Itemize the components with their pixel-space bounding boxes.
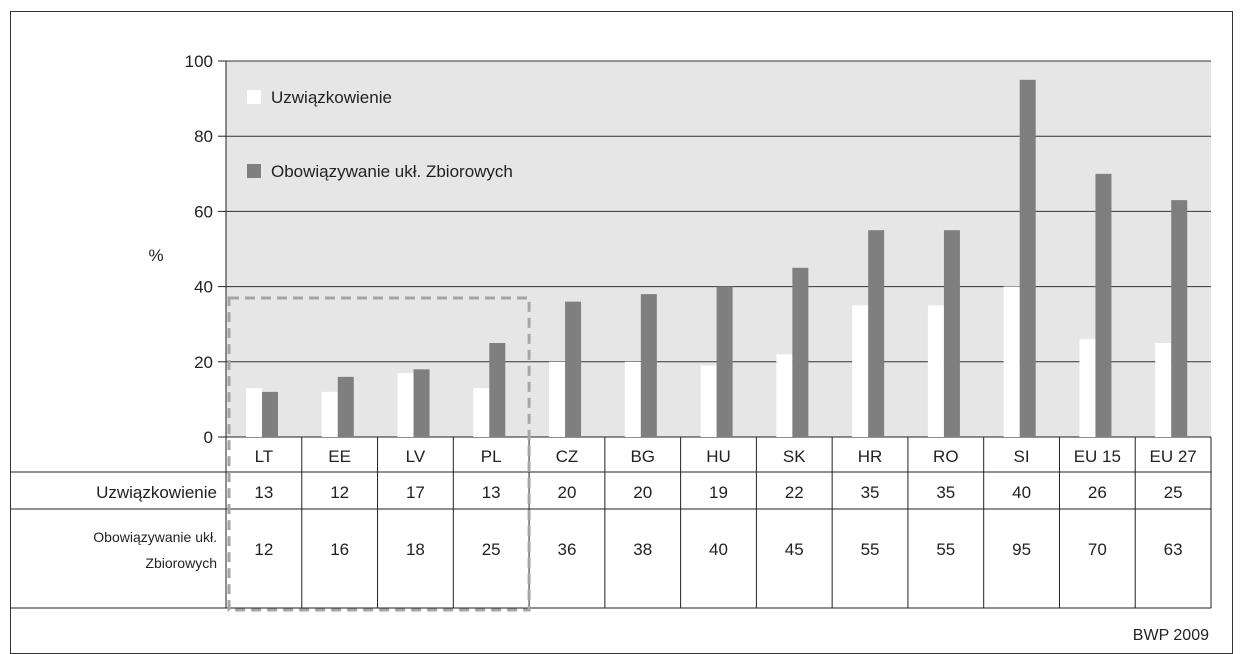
bar-uzwiazkowienie [246, 388, 262, 437]
bar-obowiazywanie [413, 369, 430, 437]
table-cell-uzwiazkowienie: 35 [861, 483, 880, 502]
highlight-box [227, 296, 531, 612]
bar-obowiazywanie [337, 376, 354, 437]
table-cell-uzwiazkowienie: 25 [1164, 483, 1183, 502]
bar-obowiazywanie [565, 301, 582, 437]
table-cell-obowiazywanie: 95 [1012, 540, 1031, 559]
bar-obowiazywanie [1171, 200, 1188, 437]
bar-obowiazywanie [1095, 173, 1112, 438]
bar-obowiazywanie [640, 294, 657, 437]
bar-obowiazywanie [792, 267, 809, 437]
bar-obowiazywanie [262, 391, 278, 437]
table-cell-obowiazywanie: 55 [861, 540, 880, 559]
y-tick-label: 100 [185, 52, 213, 71]
table-cell-obowiazywanie: 45 [785, 540, 804, 559]
bar-uzwiazkowienie [397, 373, 414, 437]
y-tick-label: 40 [194, 278, 213, 297]
row-header-obowiazywanie-line2: Zbiorowych [145, 555, 217, 571]
category-label: EU 15 [1074, 447, 1121, 466]
table-cell-uzwiazkowienie: 40 [1012, 483, 1031, 502]
bar-uzwiazkowienie [549, 361, 566, 437]
bar-uzwiazkowienie [1003, 286, 1020, 437]
category-label: HU [706, 447, 731, 466]
source-label: BWP 2009 [1133, 627, 1209, 644]
row-header-obowiazywanie-line1: Obowiązywanie ukł. [93, 529, 217, 545]
bar-uzwiazkowienie [473, 388, 490, 437]
legend-label-obowiazywanie: Obowiązywanie ukł. Zbiorowych [271, 162, 513, 181]
legend-label-uzwiazkowienie: Uzwiązkowienie [271, 88, 392, 107]
y-tick-label: 0 [204, 428, 213, 447]
bar-obowiazywanie [716, 286, 733, 437]
bar-uzwiazkowienie [321, 391, 338, 437]
category-label: EU 27 [1149, 447, 1196, 466]
category-label: SI [1014, 447, 1030, 466]
bar-uzwiazkowienie [1079, 339, 1096, 437]
y-tick-label: 60 [194, 202, 213, 221]
category-label: LT [255, 447, 274, 466]
table-cell-obowiazywanie: 38 [633, 540, 652, 559]
table-cell-obowiazywanie: 25 [482, 540, 501, 559]
table-cell-uzwiazkowienie: 13 [482, 483, 501, 502]
category-label: CZ [556, 447, 579, 466]
row-header-uzwiazkowienie: Uzwiązkowienie [96, 483, 217, 502]
y-axis-label: % [148, 246, 163, 265]
table-cell-obowiazywanie: 12 [254, 540, 273, 559]
table-cell-obowiazywanie: 16 [330, 540, 349, 559]
category-label: LV [406, 447, 426, 466]
legend-swatch-uzwiazkowienie [247, 90, 261, 104]
table-cell-uzwiazkowienie: 35 [936, 483, 955, 502]
table-cell-obowiazywanie: 55 [936, 540, 955, 559]
bar-uzwiazkowienie [1155, 343, 1172, 437]
bar-uzwiazkowienie [852, 305, 869, 437]
table-cell-uzwiazkowienie: 20 [558, 483, 577, 502]
table-cell-uzwiazkowienie: 13 [254, 483, 273, 502]
category-label: SK [783, 447, 806, 466]
table-cell-obowiazywanie: 63 [1164, 540, 1183, 559]
table-cell-uzwiazkowienie: 12 [330, 483, 349, 502]
table-cell-obowiazywanie: 70 [1088, 540, 1107, 559]
bar-obowiazywanie [489, 343, 506, 437]
category-label: EE [328, 447, 351, 466]
table-cell-uzwiazkowienie: 17 [406, 483, 425, 502]
bar-uzwiazkowienie [700, 365, 717, 437]
bar-uzwiazkowienie [927, 305, 944, 437]
category-label: HR [858, 447, 883, 466]
category-label: PL [481, 447, 502, 466]
legend-swatch-obowiazywanie [247, 164, 261, 178]
category-label: RO [933, 447, 959, 466]
bar-obowiazywanie [868, 230, 885, 437]
table-cell-obowiazywanie: 36 [558, 540, 577, 559]
bar-obowiazywanie [1019, 79, 1036, 438]
bar-uzwiazkowienie [624, 361, 641, 437]
bar-obowiazywanie [943, 230, 960, 437]
table-cell-uzwiazkowienie: 26 [1088, 483, 1107, 502]
category-label: BG [630, 447, 655, 466]
table-cell-obowiazywanie: 40 [709, 540, 728, 559]
table-cell-uzwiazkowienie: 22 [785, 483, 804, 502]
y-tick-label: 80 [194, 127, 213, 146]
table-cell-uzwiazkowienie: 19 [709, 483, 728, 502]
bar-uzwiazkowienie [776, 354, 793, 437]
y-tick-label: 20 [194, 353, 213, 372]
table-cell-uzwiazkowienie: 20 [633, 483, 652, 502]
table-cell-obowiazywanie: 18 [406, 540, 425, 559]
